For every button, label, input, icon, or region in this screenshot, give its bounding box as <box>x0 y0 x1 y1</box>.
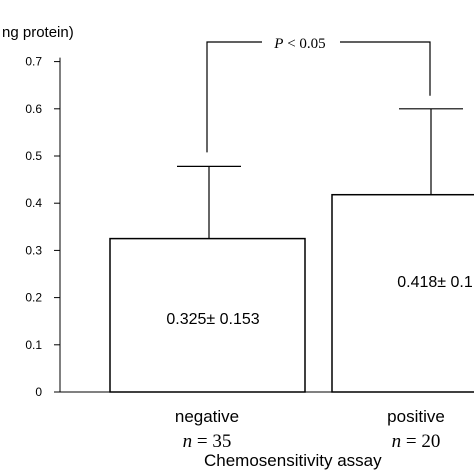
category-label: positive <box>387 407 445 426</box>
significance-bracket-left <box>206 41 262 153</box>
category-label: negative <box>175 407 239 426</box>
bar <box>109 237 306 393</box>
p-value-annotation: P < 0.05 <box>273 36 325 52</box>
bar-value-label: 0.325± 0.153 <box>166 311 259 328</box>
bar-value-label: 0.418± 0.1 <box>397 274 473 291</box>
sample-size-label: n = 20 <box>392 431 441 452</box>
y-tick-label: 0.6 <box>25 102 42 116</box>
y-tick-label: 0.7 <box>25 55 42 69</box>
y-tick-label: 0.1 <box>25 338 42 352</box>
y-tick-label: 0.3 <box>25 243 42 257</box>
x-axis-label: Chemosensitivity assay <box>204 451 382 470</box>
bar <box>331 193 474 393</box>
y-tick-label: 0 <box>35 385 42 399</box>
bars <box>109 41 474 393</box>
significance-bracket-right <box>340 41 431 96</box>
y-tick-label: 0.5 <box>25 149 42 163</box>
y-tick-label: 0.2 <box>25 291 42 305</box>
y-axis-label: ng protein) <box>2 24 74 41</box>
y-tick-label: 0.4 <box>25 196 42 210</box>
labels: 0.325± 0.153 negative n = 35 0.418± 0.1 posi… <box>166 36 473 452</box>
sample-size-label: n = 35 <box>183 431 232 452</box>
